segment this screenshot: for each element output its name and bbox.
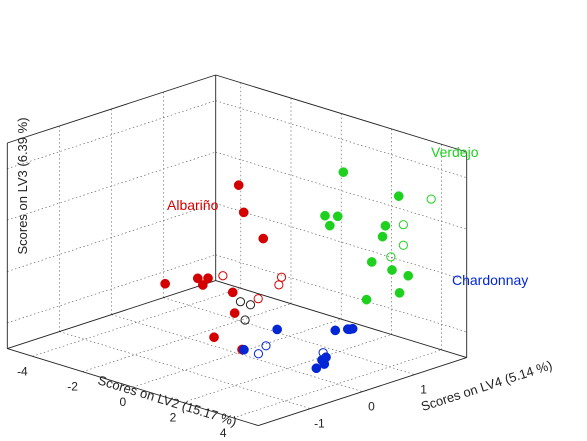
data-point-albari-o bbox=[229, 308, 240, 318]
data-point-chardonnay bbox=[321, 352, 331, 363]
data-point-albari-o bbox=[258, 233, 269, 244]
y-tick-label: -1 bbox=[314, 417, 325, 431]
data-point-verdejo bbox=[377, 231, 388, 242]
data-point-chardonnay bbox=[318, 348, 328, 358]
data-point-chardonnay bbox=[344, 324, 355, 335]
data-point-verdejo bbox=[426, 194, 436, 204]
axis-line bbox=[7, 348, 259, 427]
grid-line bbox=[182, 334, 392, 403]
z-axis-label: Scores on LV3 (6.39 %) bbox=[15, 117, 30, 254]
data-point-verdejo bbox=[366, 257, 377, 267]
grid-line bbox=[7, 100, 216, 169]
grid-line bbox=[82, 303, 292, 372]
data-point-chardonnay bbox=[261, 341, 271, 351]
grid-line bbox=[7, 254, 216, 324]
data-point-verdejo bbox=[403, 270, 414, 281]
x-tick-label: 4 bbox=[220, 426, 227, 440]
axis-line bbox=[215, 280, 467, 359]
x-tick-label: -2 bbox=[67, 380, 78, 394]
data-point-albari-o bbox=[192, 273, 203, 284]
data-point-verdejo bbox=[393, 191, 404, 201]
data-point-verdejo bbox=[320, 210, 330, 221]
group-annotations: Albariño Verdejo Chardonnay bbox=[167, 144, 528, 288]
data-point-albari-o bbox=[274, 280, 284, 290]
grid-line bbox=[233, 349, 442, 419]
data-point-chardonnay bbox=[253, 349, 264, 359]
axis-line bbox=[7, 280, 216, 350]
grid-line bbox=[7, 151, 216, 221]
data-point-albari-o bbox=[233, 180, 244, 191]
data-point-albari-o bbox=[203, 273, 213, 284]
data-point-verdejo bbox=[386, 252, 396, 262]
axis-line bbox=[7, 74, 216, 144]
grid-line bbox=[132, 318, 342, 388]
data-point-albari-o bbox=[227, 287, 238, 298]
data-point-albari-o bbox=[276, 272, 287, 282]
group-label: Verdejo bbox=[431, 144, 479, 160]
data-point-unlabeled bbox=[235, 297, 246, 307]
axis-line bbox=[258, 357, 467, 427]
data-point-unlabeled bbox=[245, 300, 256, 310]
data-point-unlabeled bbox=[240, 315, 250, 325]
data-point-chardonnay bbox=[239, 344, 249, 355]
grid-line bbox=[7, 203, 216, 272]
x-tick-label: 0 bbox=[119, 395, 126, 409]
data-point-verdejo bbox=[361, 294, 372, 305]
data-point-albari-o bbox=[218, 271, 228, 281]
x-tick-label: -4 bbox=[17, 364, 28, 378]
data-point-chardonnay bbox=[311, 363, 322, 374]
data-point-verdejo bbox=[398, 220, 408, 230]
y-axis-label: Scores on LV4 (5.14 %) bbox=[419, 357, 554, 414]
data-point-verdejo bbox=[398, 240, 408, 250]
y-tick-label: 1 bbox=[420, 383, 427, 397]
grid-line bbox=[32, 288, 241, 357]
data-point-albari-o bbox=[209, 332, 219, 343]
data-point-chardonnay bbox=[330, 325, 341, 336]
grid-line bbox=[59, 331, 311, 409]
data-points bbox=[160, 167, 436, 374]
data-point-albari-o bbox=[197, 280, 208, 290]
axis-line bbox=[215, 74, 467, 153]
chart-grid bbox=[6, 74, 468, 427]
x-tick-label: 2 bbox=[170, 411, 177, 425]
group-label: Albariño bbox=[167, 197, 219, 213]
data-point-chardonnay bbox=[272, 324, 283, 335]
y-tick-label: 0 bbox=[368, 400, 375, 414]
data-point-verdejo bbox=[380, 220, 391, 231]
data-point-verdejo bbox=[338, 167, 349, 177]
data-point-verdejo bbox=[324, 220, 335, 231]
data-point-verdejo bbox=[394, 288, 405, 298]
x-axis-label: Scores on LV2 (15.17 %) bbox=[96, 372, 238, 429]
data-point-verdejo bbox=[332, 211, 343, 222]
data-point-albari-o bbox=[238, 207, 249, 218]
data-point-verdejo bbox=[387, 265, 397, 275]
data-point-albari-o bbox=[160, 278, 171, 289]
data-point-albari-o bbox=[253, 294, 263, 304]
group-label: Chardonnay bbox=[452, 272, 528, 288]
